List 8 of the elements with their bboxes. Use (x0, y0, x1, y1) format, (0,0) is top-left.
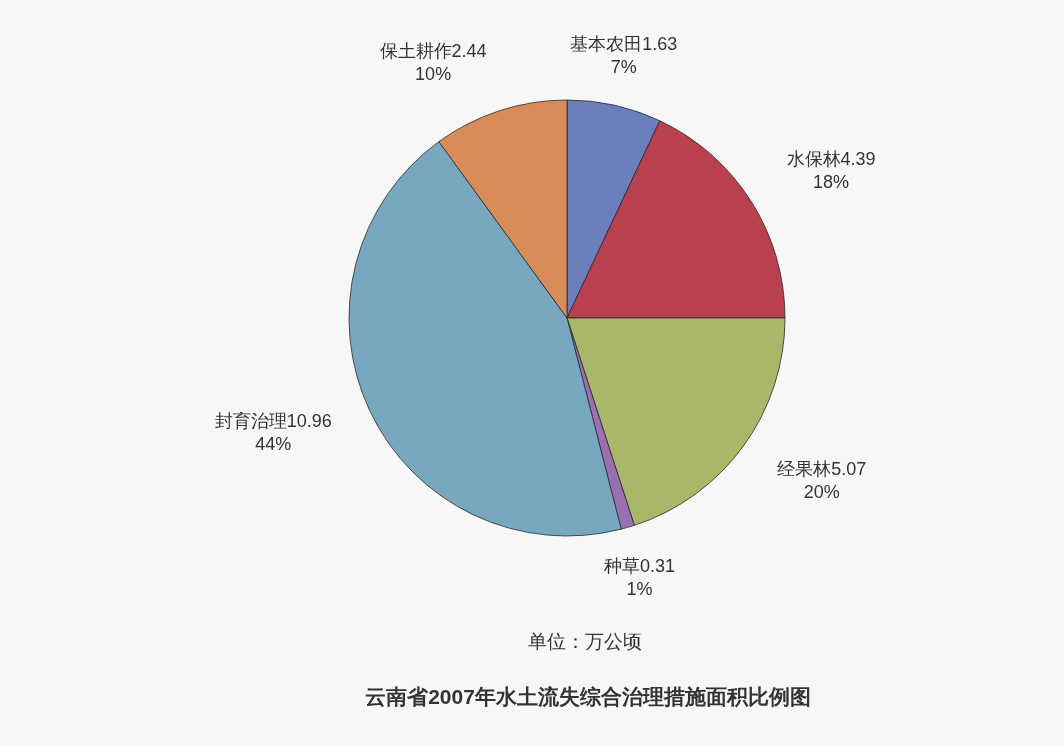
label: 经果林5.07 (777, 458, 867, 479)
label: 水保林4.39 (786, 148, 876, 169)
title: 云南省2007年水土流失综合治理措施面积比例图 (365, 685, 811, 708)
label: 封育治理10.96 (214, 410, 332, 431)
label: 基本农田1.63 (570, 34, 678, 55)
label: 种草0.31 (604, 555, 676, 576)
label: 保土耕作2.44 (379, 40, 487, 61)
annotation: 单位：万公顷 (528, 631, 642, 652)
